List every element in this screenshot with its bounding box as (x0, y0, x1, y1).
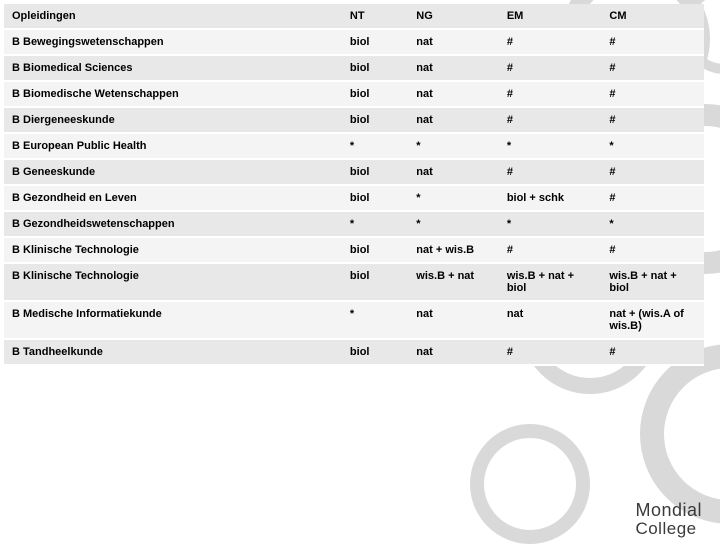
table-cell: nat (408, 81, 499, 107)
table-cell: # (601, 81, 704, 107)
table-cell: nat (408, 159, 499, 185)
table-cell: # (601, 339, 704, 365)
table-cell: * (499, 133, 602, 159)
mondial-college-logo: Mondial College (635, 501, 702, 538)
table-cell: # (499, 159, 602, 185)
bg-circle (470, 424, 590, 544)
table-cell: B Biomedical Sciences (4, 55, 342, 81)
table-cell: nat (408, 55, 499, 81)
table-cell: nat + (wis.A of wis.B) (601, 301, 704, 339)
table-cell: # (499, 55, 602, 81)
table-cell: biol (342, 107, 408, 133)
logo-line-2: College (635, 520, 702, 538)
programs-table: Opleidingen NT NG EM CM B Bewegingsweten… (4, 4, 704, 366)
table-cell: wis.B + nat + biol (499, 263, 602, 301)
table-cell: # (499, 81, 602, 107)
table-cell: B Bewegingswetenschappen (4, 29, 342, 55)
table-cell: biol (342, 263, 408, 301)
table-row: B Gezondheid en Levenbiol*biol + schk# (4, 185, 704, 211)
table-cell: biol (342, 159, 408, 185)
table-cell: biol + schk (499, 185, 602, 211)
table-cell: nat (408, 29, 499, 55)
table-cell: * (408, 133, 499, 159)
logo-line-1: Mondial (635, 501, 702, 520)
table-row: B European Public Health**** (4, 133, 704, 159)
table-header-row: Opleidingen NT NG EM CM (4, 4, 704, 29)
table-row: B Geneeskundebiolnat## (4, 159, 704, 185)
table-cell: biol (342, 237, 408, 263)
table-row: B Tandheelkundebiolnat## (4, 339, 704, 365)
table-cell: B Klinische Technologie (4, 237, 342, 263)
table-row: B Klinische Technologiebiolnat + wis.B## (4, 237, 704, 263)
table-cell: B Gezondheidswetenschappen (4, 211, 342, 237)
table-cell: wis.B + nat + biol (601, 263, 704, 301)
table-cell: * (342, 133, 408, 159)
table-cell: biol (342, 81, 408, 107)
table-cell: nat (408, 301, 499, 339)
table-row: B Gezondheidswetenschappen**** (4, 211, 704, 237)
table-cell: * (601, 211, 704, 237)
table-cell: B Medische Informatiekunde (4, 301, 342, 339)
table-cell: * (601, 133, 704, 159)
table-cell: # (499, 29, 602, 55)
table-cell: # (601, 29, 704, 55)
table-cell: * (342, 211, 408, 237)
col-header-nt: NT (342, 4, 408, 29)
table-cell: B Biomedische Wetenschappen (4, 81, 342, 107)
col-header-em: EM (499, 4, 602, 29)
table-cell: B Geneeskunde (4, 159, 342, 185)
table-row: B Medische Informatiekunde*natnatnat + (… (4, 301, 704, 339)
table-row: B Biomedical Sciencesbiolnat## (4, 55, 704, 81)
table-cell: * (408, 211, 499, 237)
table-row: B Bewegingswetenschappenbiolnat## (4, 29, 704, 55)
table-cell: # (601, 237, 704, 263)
table-row: B Biomedische Wetenschappenbiolnat## (4, 81, 704, 107)
table-cell: biol (342, 339, 408, 365)
table-cell: nat (499, 301, 602, 339)
table-cell: # (601, 159, 704, 185)
table-cell: wis.B + nat (408, 263, 499, 301)
table-cell: # (499, 107, 602, 133)
table-row: B Klinische Technologiebiolwis.B + natwi… (4, 263, 704, 301)
table-cell: B Gezondheid en Leven (4, 185, 342, 211)
table-cell: nat (408, 107, 499, 133)
table-cell: biol (342, 55, 408, 81)
col-header-ng: NG (408, 4, 499, 29)
table-cell: # (499, 237, 602, 263)
table-cell: * (342, 301, 408, 339)
col-header-opleidingen: Opleidingen (4, 4, 342, 29)
table-cell: B Tandheelkunde (4, 339, 342, 365)
table-cell: nat + wis.B (408, 237, 499, 263)
table-cell: biol (342, 29, 408, 55)
table-cell: nat (408, 339, 499, 365)
table-cell: * (408, 185, 499, 211)
table-cell: # (601, 185, 704, 211)
table-cell: biol (342, 185, 408, 211)
table-cell: # (601, 55, 704, 81)
bg-circle (640, 344, 720, 524)
col-header-cm: CM (601, 4, 704, 29)
table-cell: B Klinische Technologie (4, 263, 342, 301)
table-cell: * (499, 211, 602, 237)
table-row: B Diergeneeskundebiolnat## (4, 107, 704, 133)
table-body: B Bewegingswetenschappenbiolnat##B Biome… (4, 29, 704, 365)
table-cell: B Diergeneeskunde (4, 107, 342, 133)
table-cell: # (499, 339, 602, 365)
table-cell: # (601, 107, 704, 133)
table-cell: B European Public Health (4, 133, 342, 159)
